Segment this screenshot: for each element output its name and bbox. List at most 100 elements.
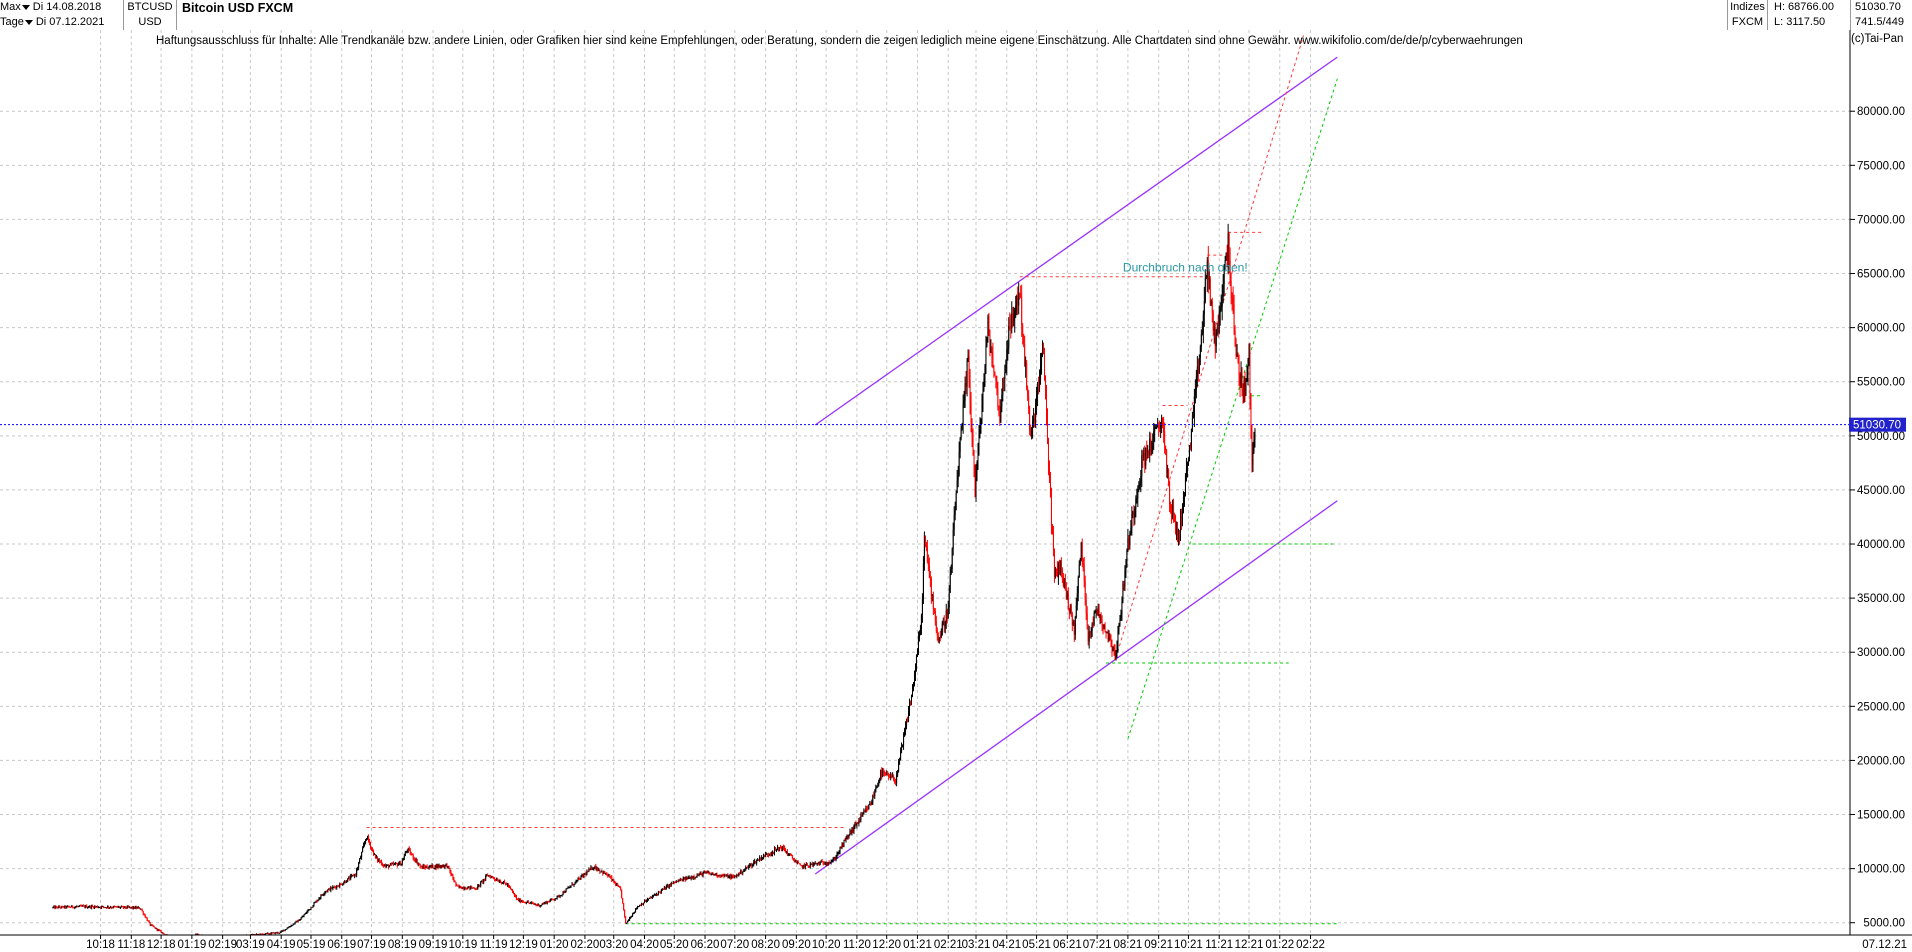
x-tick-label: 05:20	[660, 939, 689, 951]
candle-body	[1038, 386, 1040, 388]
candle-body	[546, 901, 548, 904]
candle-body	[235, 937, 236, 938]
x-tick-label: 03:21	[962, 939, 991, 951]
chevron-down-icon[interactable]	[24, 19, 33, 25]
chevron-down-icon[interactable]	[21, 4, 30, 10]
candle-body	[897, 771, 899, 776]
y-tick-label: 30000.00	[1857, 647, 1905, 659]
candle-body	[870, 803, 872, 805]
candle-body	[1125, 567, 1127, 571]
candle-body	[1170, 504, 1172, 510]
candle-body	[308, 909, 310, 911]
candle-body	[1004, 372, 1006, 379]
candle-body	[927, 560, 929, 566]
candle-body	[907, 719, 909, 721]
candle-body	[801, 865, 803, 868]
candle-body	[114, 906, 116, 908]
candle-body	[1146, 447, 1148, 453]
candle-body	[508, 886, 510, 888]
x-tick-label: 01:19	[177, 939, 206, 951]
candle-body	[732, 876, 734, 878]
candle-body	[557, 895, 559, 897]
candle-body	[815, 863, 817, 865]
candle-body	[601, 871, 603, 873]
candle-body	[406, 850, 408, 852]
axis-labels: 5000.00 10000.00 15000.00 20000.00 25000.00 3…	[86, 106, 1907, 951]
x-tick-label: 11:20	[843, 939, 871, 951]
candle-body	[1167, 469, 1169, 473]
candle-body	[781, 846, 783, 850]
candle-body	[1046, 414, 1048, 439]
candle-body	[357, 867, 359, 870]
candle-body	[326, 891, 328, 893]
candle-body	[810, 863, 812, 865]
candle-body	[504, 881, 506, 883]
candle-body	[382, 865, 384, 867]
candle-body	[541, 903, 543, 905]
candle-body	[140, 908, 142, 910]
candle-body	[556, 896, 558, 899]
candle-body	[761, 857, 763, 860]
candle-body	[1061, 569, 1063, 576]
candle-body	[816, 863, 818, 865]
candle-body	[583, 874, 585, 877]
candle-body	[636, 908, 638, 910]
candle-body	[148, 920, 150, 923]
grid-lines	[0, 30, 1850, 935]
candle-body	[190, 937, 191, 938]
candle-body	[1030, 431, 1032, 437]
candle-body	[1026, 362, 1028, 389]
date-range-selector[interactable]: Max Di 14.08.2018 Tage Di 07.12.2021	[0, 0, 124, 30]
candle-body	[438, 865, 440, 868]
x-tick-label: 07:21	[1083, 939, 1112, 951]
candle-body	[1188, 445, 1190, 459]
candle-body	[569, 887, 571, 889]
candle-body	[823, 863, 825, 865]
candle-body	[591, 867, 593, 870]
symbol-cell[interactable]: BTCUSD USD	[124, 0, 177, 30]
candle-body	[889, 776, 891, 778]
candle-body	[410, 853, 412, 855]
candle-body	[724, 874, 726, 877]
candle-body	[336, 885, 338, 888]
candle-body	[105, 907, 107, 909]
y-tick-label: 5000.00	[1863, 918, 1905, 930]
candle-body	[474, 888, 476, 890]
candle-body	[1240, 373, 1242, 386]
candle-body	[1098, 609, 1100, 618]
candle-body	[399, 861, 401, 866]
candle-body	[481, 881, 483, 883]
candle-body	[417, 863, 419, 865]
candle-body	[632, 913, 634, 917]
candle-body	[355, 874, 357, 876]
interval-label[interactable]: Tage	[0, 16, 24, 28]
candle-body	[629, 917, 631, 920]
candle-body	[1179, 515, 1181, 536]
candle-body	[851, 827, 853, 833]
x-tick-label: 08:20	[751, 939, 780, 951]
candle-body	[507, 884, 509, 886]
candle-body	[1157, 425, 1159, 428]
candle-body	[771, 853, 773, 855]
candle-body	[868, 804, 870, 810]
candle-body	[204, 935, 205, 936]
high-value: H: 68766.00	[1774, 1, 1834, 13]
candle-body	[1213, 329, 1215, 331]
candle-body	[84, 905, 86, 908]
candle-body	[205, 936, 206, 937]
candle-body	[978, 431, 980, 451]
candle-body	[276, 932, 278, 934]
period-label[interactable]: Max	[0, 1, 21, 13]
candle-body	[635, 908, 637, 912]
candle-body	[688, 877, 690, 879]
candle-body	[369, 840, 371, 844]
candle-body	[600, 871, 602, 873]
candle-body	[803, 864, 805, 868]
candle-body	[1253, 439, 1255, 453]
candle-body	[871, 802, 873, 805]
candle-body	[1209, 278, 1211, 306]
candle-body	[953, 515, 955, 530]
candle-body	[616, 884, 618, 886]
candle-body	[261, 933, 263, 935]
